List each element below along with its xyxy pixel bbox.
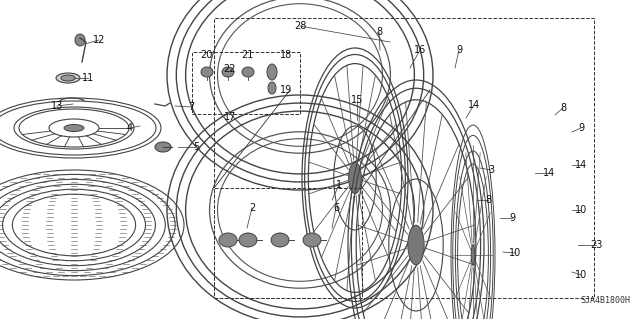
Text: 20: 20 [200, 50, 212, 60]
Ellipse shape [471, 245, 475, 265]
Text: 12: 12 [93, 35, 105, 45]
Bar [192, 52, 300, 114]
Text: 9: 9 [578, 123, 584, 133]
Ellipse shape [75, 34, 85, 46]
Text: 8: 8 [485, 195, 491, 205]
Text: 21: 21 [241, 50, 253, 60]
Ellipse shape [219, 233, 237, 247]
Bar [214, 18, 594, 298]
Text: 10: 10 [509, 248, 521, 258]
Text: 3: 3 [488, 165, 494, 175]
Text: 8: 8 [376, 27, 382, 37]
Text: 6: 6 [333, 203, 339, 213]
Text: 19: 19 [280, 85, 292, 95]
Text: 2: 2 [249, 203, 255, 213]
Text: 16: 16 [414, 45, 426, 55]
Ellipse shape [61, 75, 75, 81]
Text: 13: 13 [51, 101, 63, 111]
Ellipse shape [349, 162, 362, 194]
Text: 17: 17 [224, 112, 236, 122]
Ellipse shape [155, 142, 171, 152]
Ellipse shape [56, 73, 80, 83]
Text: 4: 4 [127, 123, 133, 133]
Text: 22: 22 [223, 64, 236, 74]
Ellipse shape [239, 233, 257, 247]
Text: 15: 15 [351, 95, 363, 105]
Text: 10: 10 [575, 205, 587, 215]
Ellipse shape [242, 67, 254, 77]
Text: 9: 9 [456, 45, 462, 55]
Ellipse shape [267, 64, 277, 80]
Text: 14: 14 [575, 160, 587, 170]
Text: 9: 9 [509, 213, 515, 223]
Text: 23: 23 [590, 240, 602, 250]
Bar [214, 188, 362, 298]
Ellipse shape [303, 233, 321, 247]
Text: 10: 10 [575, 270, 587, 280]
Ellipse shape [268, 82, 276, 94]
Ellipse shape [64, 124, 84, 131]
Text: 14: 14 [468, 100, 480, 110]
Ellipse shape [271, 233, 289, 247]
Ellipse shape [408, 225, 424, 265]
Text: 14: 14 [543, 168, 555, 178]
Text: 11: 11 [82, 73, 94, 83]
Text: 5: 5 [193, 142, 199, 152]
Ellipse shape [222, 67, 234, 77]
Text: SJA4B1800H: SJA4B1800H [580, 296, 630, 305]
Text: 18: 18 [280, 50, 292, 60]
Text: 28: 28 [294, 21, 306, 31]
Text: 1: 1 [336, 180, 342, 190]
Ellipse shape [201, 67, 213, 77]
Text: 7: 7 [188, 102, 194, 112]
Text: 8: 8 [560, 103, 566, 113]
